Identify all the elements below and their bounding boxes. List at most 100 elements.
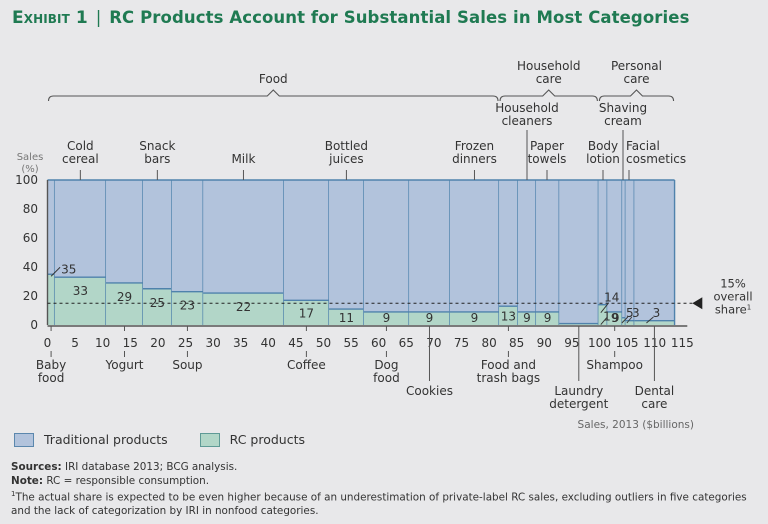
legend-swatch-traditional [14, 432, 34, 447]
category-label: Shaving cream [599, 101, 647, 128]
category-label: Shampoo [586, 358, 643, 372]
rc-note: Note: RC = responsible consumption. [11, 475, 761, 489]
bar-traditional [203, 180, 284, 294]
sources-note: Sources: IRI database 2013; BCG analysis… [11, 461, 761, 475]
bar-rc [607, 311, 623, 325]
x-tick-label: 5 [71, 336, 79, 350]
value-label: 25 [150, 296, 165, 310]
value-label: 13 [501, 310, 516, 324]
bar-rc [634, 320, 675, 325]
bar-rc [536, 311, 560, 325]
category-label: Coffee [287, 358, 326, 372]
bar-rc [54, 277, 107, 325]
bar-rc [499, 306, 518, 325]
category-label: Yogurt [105, 358, 144, 372]
category-label: Facial cosmetics [626, 139, 686, 166]
bar-traditional [329, 180, 364, 310]
y-tick-label: 60 [23, 231, 38, 245]
value-label: 33 [73, 284, 88, 298]
category-label: Body lotion [586, 139, 620, 166]
callout-leader [50, 266, 61, 277]
group-bracket [47, 89, 499, 102]
value-label: 17 [299, 307, 314, 321]
x-tick-label: 50 [316, 336, 331, 350]
callout-leader [626, 316, 633, 324]
bar-rc [329, 309, 364, 325]
category-label: Soup [172, 358, 202, 372]
value-label: 9 [544, 311, 552, 325]
bar-traditional [449, 180, 500, 312]
value-label: 14 [604, 291, 619, 305]
legend: Traditional products RC products [14, 432, 337, 447]
note-text: RC = responsible consumption. [43, 474, 210, 487]
value-label: 22 [236, 300, 251, 314]
value-label: 9 [471, 311, 479, 325]
category-label: Bottled juices [325, 139, 368, 166]
bar-traditional [54, 180, 107, 278]
bar-traditional [559, 180, 599, 324]
title-text: RC Products Account for Substantial Sale… [109, 8, 690, 27]
y-tick-label: 0 [30, 318, 38, 332]
footnote-marker: 1 [11, 490, 16, 498]
bar-traditional [517, 180, 537, 312]
value-label: 23 [180, 299, 195, 313]
reference-arrow-icon [692, 297, 703, 310]
x-tick-label: 90 [537, 336, 552, 350]
value-label: 3 [632, 306, 640, 320]
category-label: Cold cereal [62, 139, 99, 166]
bar-rc [449, 311, 500, 325]
bar-rc [203, 293, 284, 325]
value-label: 3 [653, 306, 661, 320]
x-tick-label: 40 [261, 336, 276, 350]
value-label: 9 [612, 311, 620, 325]
x-tick-label: 65 [399, 336, 414, 350]
y-tick-label: 40 [23, 260, 38, 274]
legend-label-rc: RC products [229, 432, 306, 447]
reference-label-overall: overall [713, 289, 752, 303]
x-tick-label: 10 [95, 336, 110, 350]
value-label: 35 [61, 262, 76, 276]
y-tick-label: 100 [15, 173, 38, 187]
y-tick-label: 80 [23, 202, 38, 216]
bar-traditional [106, 180, 143, 283]
value-label: 5 [626, 306, 634, 320]
group-bracket [598, 89, 675, 102]
value-label: 11 [339, 311, 354, 325]
bar-traditional [634, 180, 675, 321]
reference-label-share: share1 [715, 302, 751, 316]
value-label: 9 [426, 311, 434, 325]
category-label: Baby food [36, 358, 66, 385]
value-label: 9 [383, 311, 391, 325]
group-label: Personal care [611, 59, 662, 86]
bar-traditional [142, 180, 172, 289]
x-tick-label: 115 [671, 336, 694, 350]
y-axis-label: Sales (%) [17, 152, 44, 175]
category-label: Food and trash bags [477, 358, 541, 385]
x-tick-label: 75 [454, 336, 469, 350]
bar-rc [409, 311, 450, 325]
legend-item-rc: RC products [199, 432, 306, 447]
x-tick-label: 45 [288, 336, 303, 350]
group-label: Food [259, 72, 288, 86]
group-label: Household care [517, 59, 581, 86]
bar-rc [171, 291, 204, 325]
notes: Sources: IRI database 2013; BCG analysis… [11, 461, 761, 518]
bar-traditional [47, 180, 55, 275]
callout-leader [600, 317, 608, 325]
x-tick-label: 15 [123, 336, 138, 350]
bar-traditional [171, 180, 204, 292]
x-tick-label: 105 [616, 336, 639, 350]
x-tick-label: 20 [150, 336, 165, 350]
value-label: 9 [611, 311, 619, 325]
footnote: 1The actual share is expected to be even… [11, 488, 761, 518]
bar-rc [47, 274, 55, 325]
x-axis-label: Sales, 2013 ($billions) [578, 419, 694, 430]
bar-traditional [536, 180, 560, 312]
category-label: Dog food [373, 358, 400, 385]
x-tick-label: 60 [371, 336, 386, 350]
x-tick-label: 30 [205, 336, 220, 350]
note-label: Note: [11, 474, 44, 487]
x-tick-label: 0 [44, 336, 52, 350]
bar-rc [598, 304, 608, 325]
bar-traditional [598, 180, 608, 305]
